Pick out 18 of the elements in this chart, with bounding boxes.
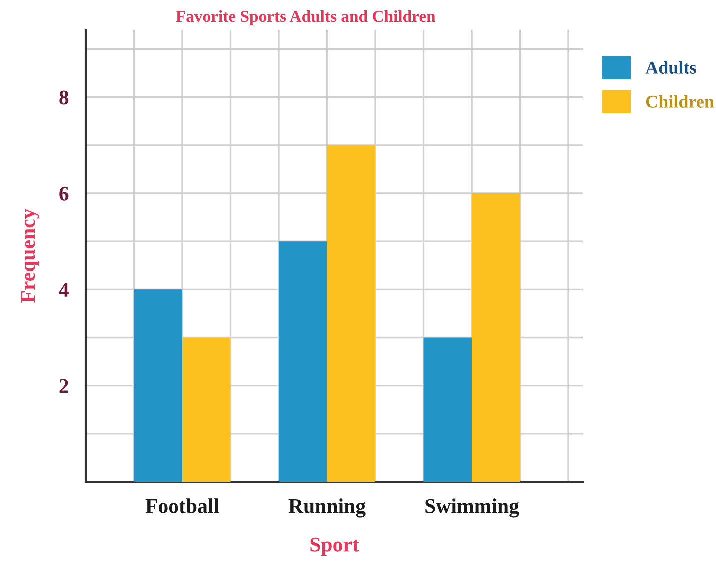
bar — [182, 338, 231, 482]
y-tick-label: 2 — [60, 379, 68, 394]
chart-title: Favorite Sports Adults and Children — [176, 10, 436, 26]
x-tick-label: Swimming — [426, 498, 520, 518]
y-axis-title: Frequency — [21, 208, 40, 303]
x-axis-title: Sport — [310, 538, 360, 556]
y-tick-label: 4 — [59, 283, 69, 297]
bar — [472, 193, 520, 482]
x-tick-label: Running — [288, 498, 366, 518]
bar — [279, 242, 328, 482]
legend-label: Children — [646, 95, 714, 108]
bar — [424, 338, 472, 482]
y-tick-label: 6 — [60, 186, 69, 201]
legend-label: Adults — [646, 61, 696, 74]
bar — [134, 290, 183, 482]
x-tick-label: Football — [146, 498, 220, 514]
y-tick-label: 8 — [60, 90, 69, 105]
bar — [327, 145, 376, 482]
